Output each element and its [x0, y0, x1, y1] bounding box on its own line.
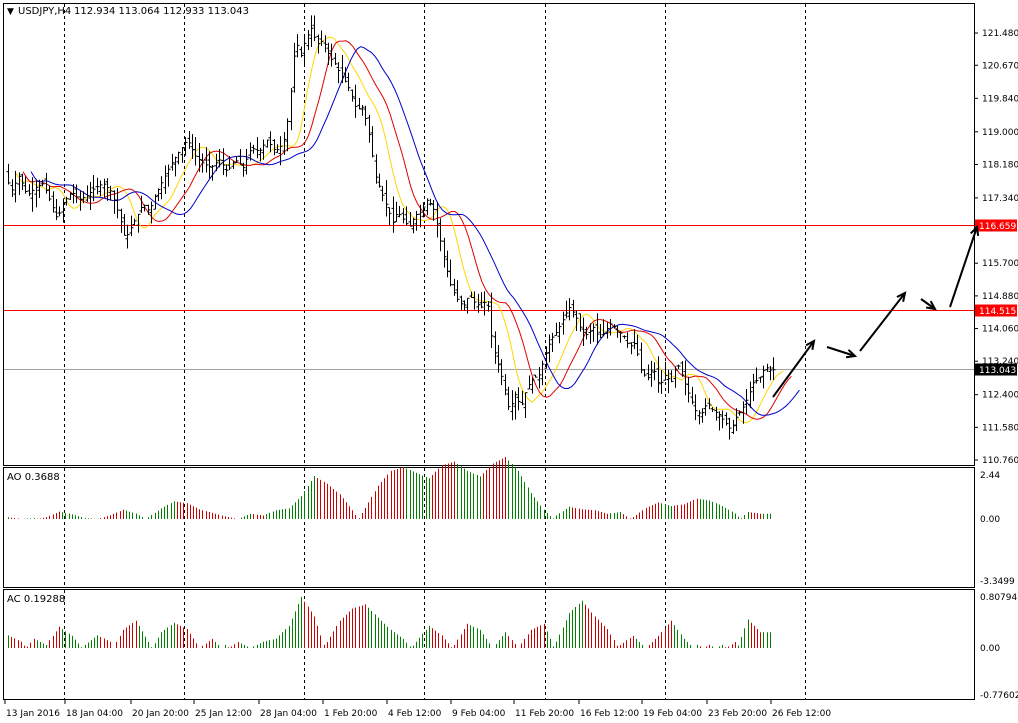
- ac-histogram: [8, 596, 771, 648]
- price-tick-label: 115.700: [982, 259, 1018, 269]
- panel-frames: [3, 3, 975, 700]
- ao-axis-zero: 0.00: [980, 515, 1000, 525]
- time-tick-label: 1 Feb 20:00: [324, 709, 378, 719]
- price-tick-label: 119.000: [982, 128, 1018, 138]
- arrow-head-icon: [925, 300, 937, 311]
- main-panel-frame: [3, 3, 975, 466]
- price-bars[interactable]: [6, 15, 776, 440]
- arrow-head-icon: [896, 291, 907, 303]
- ac-axis-max: 0.80794: [980, 593, 1017, 603]
- time-tick-label: 16 Feb 12:00: [580, 709, 639, 719]
- price-tick-label: 113.240: [982, 357, 1018, 367]
- time-tick-label: 9 Feb 04:00: [452, 709, 506, 719]
- forecast-arrows[interactable]: [772, 224, 980, 398]
- time-tick-label: 13 Jan 2016: [6, 709, 60, 719]
- symbol-label: USDJPY,H4: [18, 6, 71, 17]
- forecast-arrow[interactable]: [859, 292, 906, 352]
- current-price-tag: [975, 363, 1017, 376]
- ac-axis-min: -0.77602: [980, 691, 1018, 701]
- forecast-arrow[interactable]: [772, 340, 815, 398]
- price-tick-label: 121.480: [982, 29, 1018, 39]
- ao-histogram: [8, 456, 771, 519]
- time-axis: 13 Jan 2016 18 Jan 04:00 20 Jan 20:00 25 Ja…: [4, 700, 831, 719]
- ma-slow-line: [30, 46, 800, 416]
- forecast-arrow[interactable]: [920, 298, 936, 310]
- arrow-head-icon: [805, 339, 816, 351]
- price-tick-label: 120.670: [982, 61, 1018, 71]
- price-tick-label: 114.880: [982, 292, 1018, 302]
- ao-label: AO 0.3688: [7, 472, 60, 483]
- time-tick-label: 23 Feb 20:00: [708, 709, 767, 719]
- grid: [64, 4, 806, 699]
- time-tick-label: 28 Jan 04:00: [260, 709, 317, 719]
- time-tick-label: 18 Jan 04:00: [66, 709, 123, 719]
- time-tick-label: 4 Feb 12:00: [388, 709, 442, 719]
- ao-axis-max: 2.44: [980, 471, 1000, 481]
- time-tick-label: 19 Feb 04:00: [643, 709, 702, 719]
- ao-axis-min: -3.3499: [980, 577, 1015, 587]
- price-tick-label: 119.840: [982, 94, 1018, 104]
- triangle-down-icon[interactable]: ▼: [7, 7, 14, 17]
- forecast-arrow[interactable]: [826, 346, 856, 357]
- level-price-tag: [975, 304, 1017, 317]
- price-tick-label: 111.580: [982, 423, 1018, 433]
- time-tick-label: 26 Feb 12:00: [772, 709, 831, 719]
- ac-panel-frame: [3, 589, 975, 700]
- price-tick-label: 118.180: [982, 160, 1018, 170]
- level-price-tag: [975, 219, 1017, 232]
- level-price-label: 116.659: [979, 222, 1016, 232]
- time-tick-label: 11 Feb 20:00: [515, 709, 574, 719]
- price-tick-label: 114.060: [982, 325, 1018, 335]
- ac-axis-zero: 0.00: [980, 644, 1000, 654]
- ma-fast-line: [14, 36, 784, 424]
- time-tick-label: 20 Jan 20:00: [132, 709, 189, 719]
- price-axis: 121.480 120.670 119.840 119.000 118.180 117.3…: [975, 29, 1018, 466]
- ac-label: AC 0.19288: [7, 594, 65, 605]
- price-tick-label: 112.400: [982, 391, 1018, 401]
- time-tick-label: 25 Jan 12:00: [195, 709, 252, 719]
- level-lines[interactable]: 116.659 114.515 113.043: [4, 219, 1017, 377]
- moving-averages: [14, 36, 800, 424]
- arrow-head-icon: [845, 349, 858, 359]
- level-price-label: 114.515: [979, 307, 1016, 317]
- price-tick-label: 110.760: [982, 456, 1018, 466]
- current-price-label: 113.043: [979, 366, 1016, 376]
- price-tick-label: 117.340: [982, 194, 1018, 204]
- forecast-arrow[interactable]: [949, 226, 978, 308]
- arrow-head-icon: [969, 224, 980, 237]
- ohlc-label: 112.934 113.064 112.933 113.043: [74, 6, 249, 17]
